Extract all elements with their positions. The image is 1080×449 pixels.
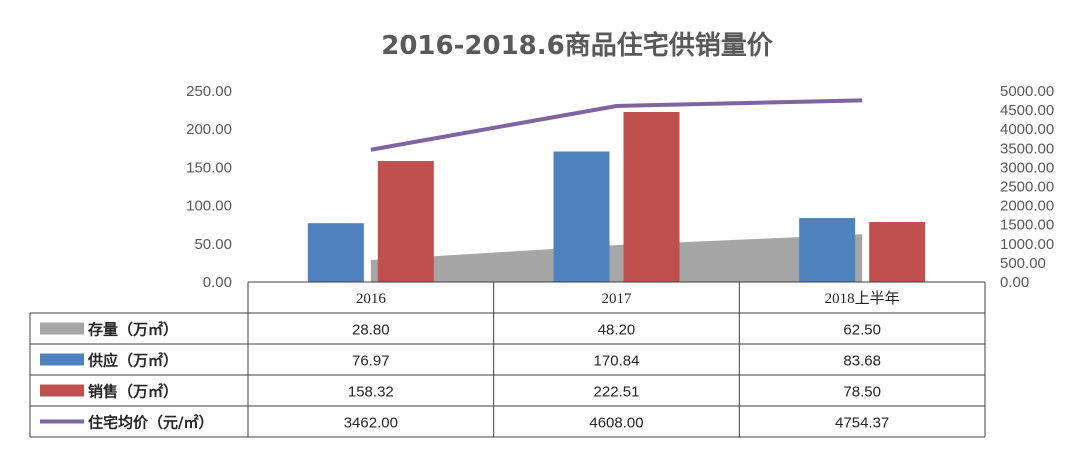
left-axis-tick: 0.00	[203, 274, 232, 291]
table-cell: 83.68	[843, 353, 881, 370]
right-axis-tick: 2500.00	[1000, 179, 1054, 196]
right-axis-tick: 0.00	[1000, 274, 1029, 291]
bar-sales	[869, 222, 926, 282]
right-axis-tick: 5000.00	[1000, 83, 1054, 100]
table-cell: 222.51	[594, 384, 640, 401]
left-axis-tick: 100.00	[186, 198, 232, 215]
left-axis-tick: 200.00	[186, 121, 232, 138]
category-label: 2018上半年	[825, 290, 900, 307]
table-cell: 170.84	[594, 353, 640, 370]
legend-key	[40, 353, 84, 366]
table-cell: 76.97	[352, 353, 390, 370]
right-axis-tick: 500.00	[1000, 255, 1046, 272]
series-name: 供应（万㎡）	[87, 352, 178, 370]
plot-area	[307, 98, 926, 283]
legend-key	[40, 322, 84, 335]
table-cell: 4754.37	[835, 415, 889, 432]
left-axis: 0.00 50.00 100.00 150.00 200.00 250.00	[186, 83, 232, 291]
right-axis-tick: 2000.00	[1000, 198, 1054, 215]
table-cell: 62.50	[843, 322, 881, 339]
table-cell: 158.32	[348, 384, 394, 401]
right-axis-tick: 1000.00	[1000, 236, 1054, 253]
bar-supply	[799, 218, 856, 282]
series-name: 住宅均价（元/㎡）	[88, 414, 213, 432]
right-axis-tick: 1500.00	[1000, 217, 1054, 234]
table-cell: 48.20	[598, 322, 636, 339]
bar-sales	[377, 161, 434, 282]
right-axis-tick: 4000.00	[1000, 121, 1054, 138]
left-axis-tick: 150.00	[186, 159, 232, 176]
table-cell: 78.50	[843, 384, 881, 401]
right-axis-tick: 3000.00	[1000, 159, 1054, 176]
right-axis-tick: 3500.00	[1000, 140, 1054, 157]
series-name: 存量（万㎡）	[88, 321, 178, 339]
category-label: 2017	[602, 291, 633, 307]
legend-key	[40, 384, 84, 397]
table-cell: 3462.00	[344, 415, 398, 432]
category-label: 2016	[356, 291, 387, 307]
table-cell: 28.80	[352, 322, 390, 339]
series-area-stock	[370, 234, 863, 282]
right-axis-tick: 4500.00	[1000, 102, 1054, 119]
series-line-price	[370, 98, 863, 152]
left-axis-tick: 50.00	[194, 236, 232, 253]
bar-supply	[307, 223, 364, 282]
table-cell: 4608.00	[589, 415, 643, 432]
bar-supply	[553, 151, 610, 282]
right-axis: 0.00 500.00 1000.00 1500.00 2000.00 2500.00 30…	[1000, 83, 1054, 291]
series-name: 销售（万㎡）	[88, 383, 178, 401]
chart-title: 2016-2018.6商品住宅供销量价	[381, 30, 773, 61]
left-axis-tick: 250.00	[186, 83, 232, 100]
bar-sales	[623, 112, 680, 283]
